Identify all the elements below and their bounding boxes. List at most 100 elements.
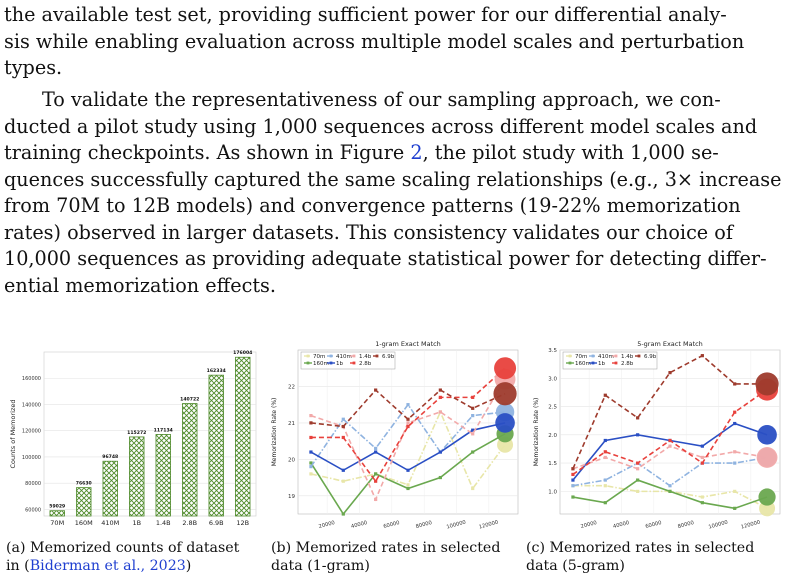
data-point-6.9b xyxy=(438,388,442,392)
end-marker-1b xyxy=(495,413,515,433)
data-point-6.9b xyxy=(471,406,475,410)
x-tick-label: 2.8B xyxy=(182,519,197,527)
data-point-1.4b xyxy=(603,455,607,460)
data-point-160m xyxy=(571,495,575,499)
y-tick-label: 160000 xyxy=(22,376,41,382)
caption-text: in ( xyxy=(6,557,30,574)
x-tick-label: 80000 xyxy=(415,520,433,530)
data-point-70m xyxy=(309,472,313,476)
data-point-160m xyxy=(309,461,313,465)
data-point-6.9b xyxy=(603,393,607,397)
five-gram-line-chart: 5-gram Exact Match 1.0 1.5 2.0 2.5 3.0 3.5 2000… xyxy=(533,340,781,531)
y-axis-label: Memorization Rate (%) xyxy=(533,398,540,467)
y-tick-label: 20 xyxy=(288,457,295,463)
data-point-6.9b xyxy=(571,467,575,471)
data-point-1b xyxy=(374,450,378,454)
caption-b-line2: data (1-gram) xyxy=(271,557,370,574)
bar xyxy=(208,374,224,517)
data-point-2.8b xyxy=(571,472,575,477)
data-point-160m xyxy=(668,489,672,493)
data-point-6.9b xyxy=(636,416,640,420)
bar xyxy=(129,436,145,517)
text-segment: training checkpoints. As shown in Figure xyxy=(4,141,411,164)
data-point-410m xyxy=(406,403,410,407)
data-point-1b xyxy=(733,421,737,426)
data-point-6.9b xyxy=(374,388,378,392)
y-tick-label: 1.0 xyxy=(548,489,557,495)
data-point-1.4b xyxy=(438,410,442,414)
legend-label-6.9b: 6.9b xyxy=(382,354,395,360)
citation-link[interactable]: Biderman et al., 2023 xyxy=(29,557,186,574)
bar-value-label: 162334 xyxy=(207,368,226,374)
data-point-2.8b xyxy=(668,438,672,443)
text-line: the available test set, providing suffic… xyxy=(4,3,727,26)
plot-area xyxy=(297,349,519,515)
data-point-160m xyxy=(438,475,442,480)
figure-2-link[interactable]: 2 xyxy=(410,141,423,164)
bar-value-label: 117134 xyxy=(154,427,173,433)
legend-label-2.8b: 2.8b xyxy=(359,361,372,367)
chart-title: 5-gram Exact Match xyxy=(637,340,703,348)
legend-label-410m: 410m xyxy=(598,354,614,360)
y-tick-label: 22 xyxy=(288,384,295,390)
legend-label-160m: 160m xyxy=(575,361,591,367)
data-point-160m xyxy=(406,486,410,491)
legend-marker-160m xyxy=(568,361,572,365)
data-point-160m xyxy=(700,501,704,505)
data-point-2.8b xyxy=(636,461,640,465)
data-point-1b xyxy=(309,450,313,454)
data-point-70m xyxy=(636,489,640,493)
x-tick-label: 80000 xyxy=(677,520,695,530)
legend-label-1b: 1b xyxy=(336,361,343,367)
data-point-1.4b xyxy=(406,421,410,425)
data-point-1b xyxy=(571,478,575,482)
data-point-1.4b xyxy=(700,455,704,460)
data-point-1.4b xyxy=(668,444,672,448)
data-point-1.4b xyxy=(309,414,313,418)
text-line: from 70M to 12B models) and convergence … xyxy=(4,194,741,217)
end-marker-6.9b xyxy=(493,382,517,406)
bar xyxy=(182,403,198,517)
bar-value-label: 140722 xyxy=(180,397,199,403)
text-line: 10,000 sequences as providing adequate s… xyxy=(4,247,767,270)
legend-label-70m: 70m xyxy=(575,354,587,360)
data-point-160m xyxy=(733,506,737,510)
data-point-1b xyxy=(341,468,345,472)
data-point-2.8b xyxy=(438,395,442,399)
caption-c-line2: data (5-gram) xyxy=(526,557,625,574)
bar-value-label: 59029 xyxy=(49,504,65,510)
end-marker-6.9b xyxy=(755,372,779,396)
legend-label-1.4b: 1.4b xyxy=(621,354,634,360)
legend-marker-1b xyxy=(591,361,595,365)
bar-value-label: 96748 xyxy=(102,454,118,460)
data-point-1b xyxy=(438,450,442,454)
data-point-1b xyxy=(700,444,704,448)
y-axis-label: Memorization Rate (%) xyxy=(271,398,278,467)
data-point-70m xyxy=(406,483,410,487)
bar xyxy=(155,434,171,517)
legend-label-70m: 70m xyxy=(313,354,325,360)
bar xyxy=(76,487,92,517)
x-tick-label: 100000 xyxy=(708,520,729,531)
data-point-70m xyxy=(700,495,704,499)
data-point-1b xyxy=(406,468,410,472)
text-line: types. xyxy=(4,56,63,79)
data-point-2.8b xyxy=(471,395,475,399)
legend-label-6.9b: 6.9b xyxy=(644,354,657,360)
data-point-410m xyxy=(571,484,575,488)
data-point-70m xyxy=(603,484,607,488)
data-point-410m xyxy=(603,478,607,482)
data-point-1b xyxy=(636,433,640,437)
legend-marker-1b xyxy=(329,361,333,365)
data-point-6.9b xyxy=(668,371,672,375)
text-line: ential memorization effects. xyxy=(4,273,276,297)
end-marker-1b xyxy=(757,425,777,445)
end-marker-2.8b xyxy=(494,357,517,380)
legend-marker-2.8b xyxy=(352,361,356,365)
data-point-410m xyxy=(309,465,313,469)
legend-marker-410m xyxy=(329,354,333,358)
data-point-410m xyxy=(374,446,378,450)
data-point-160m xyxy=(341,512,345,516)
caption-text: ) xyxy=(185,557,192,574)
legend-marker-160m xyxy=(306,361,310,365)
